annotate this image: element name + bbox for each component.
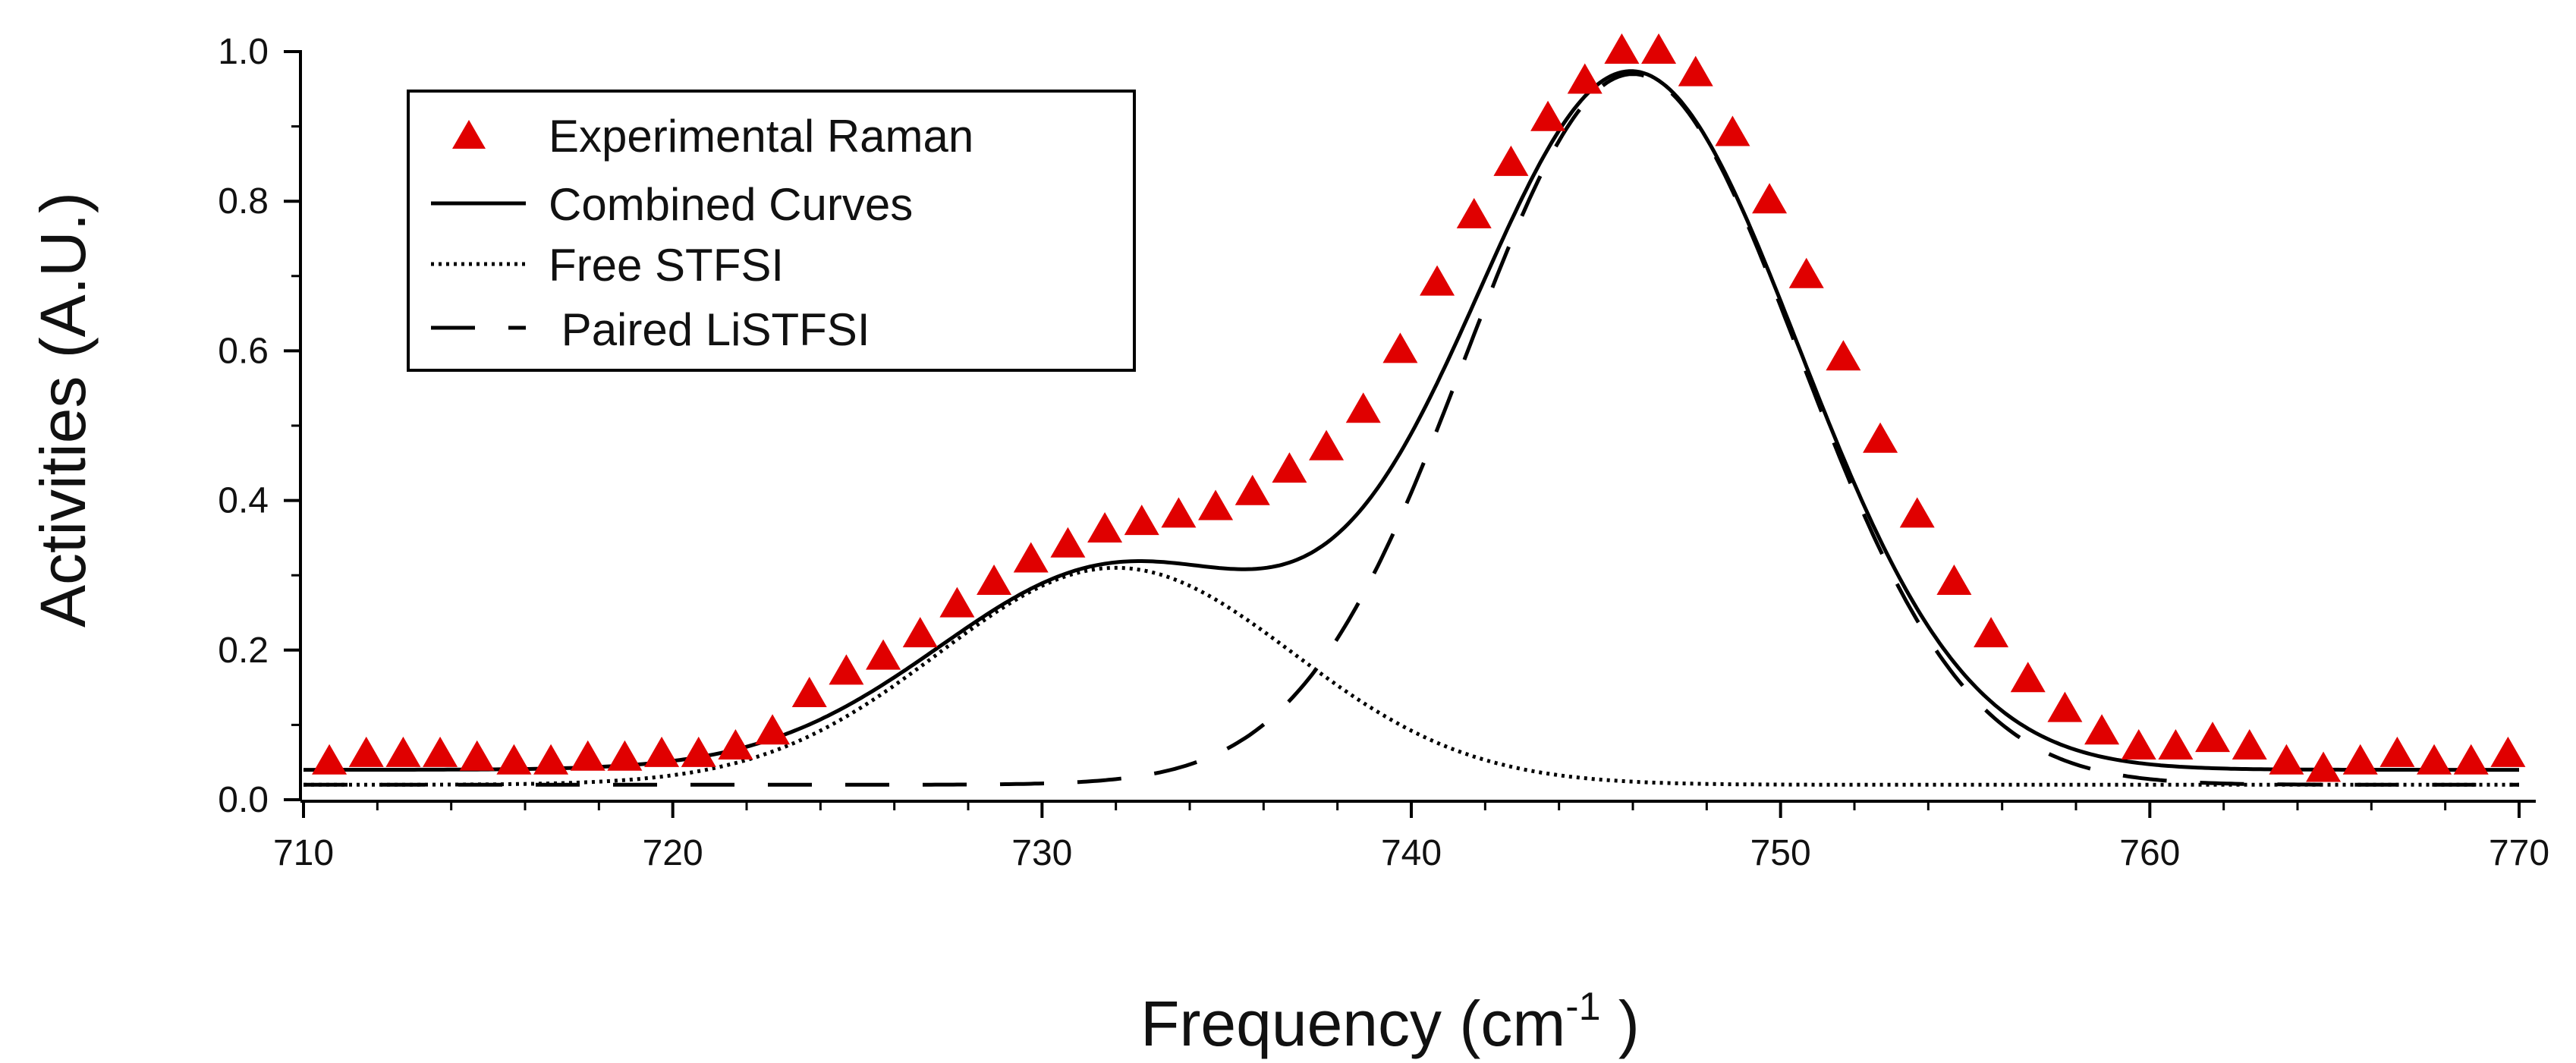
x-tick-label: 740: [1381, 833, 1442, 873]
experimental-point: [1641, 33, 1677, 64]
experimental-point: [533, 744, 569, 775]
experimental-point: [791, 676, 827, 707]
experimental-point: [1420, 265, 1455, 296]
experimental-point: [2195, 722, 2231, 753]
experimental-point: [1272, 452, 1307, 483]
x-axis-title-tail: ): [1601, 988, 1640, 1059]
experimental-point: [1124, 505, 1159, 536]
experimental-point: [2453, 744, 2489, 775]
experimental-point: [1309, 429, 1345, 461]
experimental-point: [2121, 728, 2156, 760]
y-tick-label: 1.0: [218, 32, 269, 72]
experimental-point: [2306, 751, 2342, 782]
experimental-point: [1826, 340, 1861, 371]
experimental-point: [2010, 662, 2046, 693]
x-tick-label: 720: [643, 833, 703, 873]
y-tick-label: 0.6: [218, 331, 269, 371]
experimental-point: [1013, 542, 1049, 573]
experimental-point: [1936, 565, 1972, 596]
experimental-point: [1456, 197, 1492, 228]
experimental-point: [423, 736, 458, 767]
x-tick-label: 750: [1750, 833, 1811, 873]
experimental-point: [348, 736, 384, 767]
experimental-point: [1974, 617, 2009, 648]
paired-listfsi-line: [304, 72, 2519, 787]
x-tick-label: 760: [2119, 833, 2180, 873]
experimental-point: [459, 740, 495, 771]
experimental-point: [570, 740, 605, 771]
x-axis-title-superscript: -1: [1565, 985, 1600, 1029]
legend-marker-experimental-raman: [452, 120, 486, 149]
experimental-point: [1087, 512, 1123, 543]
x-tick-label: 730: [1011, 833, 1072, 873]
legend-box: [407, 90, 1136, 372]
free-stfsi-line: [304, 565, 2519, 787]
experimental-point: [1345, 392, 1381, 423]
legend-label-free-stfsi: Free STFSI: [549, 240, 784, 291]
experimental-point: [1493, 145, 1529, 176]
experimental-point: [977, 565, 1012, 596]
experimental-point: [1198, 489, 1234, 520]
experimental-point: [1678, 55, 1713, 86]
experimental-point: [385, 736, 421, 767]
experimental-point: [2158, 728, 2194, 760]
legend: Experimental Raman Combined Curves Free …: [407, 90, 1136, 372]
experimental-point: [1050, 527, 1086, 558]
y-tick-label: 0.4: [218, 481, 269, 521]
experimental-point: [1161, 497, 1197, 528]
y-tick-label: 0.8: [218, 181, 269, 222]
experimental-point: [1715, 115, 1750, 146]
experimental-point: [2342, 744, 2378, 775]
experimental-point: [1567, 63, 1603, 94]
experimental-point: [2232, 728, 2267, 760]
experimental-point: [902, 617, 938, 648]
experimental-point: [1752, 183, 1788, 214]
experimental-point: [2379, 736, 2415, 767]
experimental-point: [1530, 100, 1566, 131]
y-axis-title: Activities (A.U.): [27, 192, 99, 627]
experimental-point: [1604, 33, 1640, 64]
experimental-point: [2269, 744, 2304, 775]
experimental-point: [681, 736, 716, 767]
experimental-point: [939, 587, 975, 618]
y-tick-label: 0.2: [218, 631, 269, 671]
experimental-point: [2417, 744, 2452, 775]
experimental-point: [866, 639, 901, 670]
experimental-point: [312, 744, 348, 775]
axes: 0.0 0.2 0.4 0.6 0.8 1.0 710 720 730 740 750 760 770: [218, 32, 2549, 873]
experimental-point: [1863, 422, 1898, 453]
experimental-point: [1899, 497, 1935, 528]
x-tick-label: 710: [273, 833, 334, 873]
experimental-point: [718, 728, 753, 760]
experimental-point: [1382, 332, 1418, 363]
experimental-point: [644, 736, 680, 767]
experimental-point: [755, 714, 791, 745]
y-tick-label: 0.0: [218, 780, 269, 820]
x-axis-title-main: Frequency (cm: [1140, 988, 1565, 1059]
experimental-point: [496, 744, 532, 775]
x-axis-title: Frequency (cm-1 ): [1140, 985, 1640, 1059]
x-tick-label: 770: [2489, 833, 2549, 873]
experimental-point: [1788, 257, 1824, 288]
experimental-markers: [312, 33, 2526, 782]
experimental-point: [829, 654, 864, 685]
legend-label-experimental-raman: Experimental Raman: [549, 111, 973, 162]
legend-label-paired-listfsi: Paired LiSTFSI: [549, 304, 870, 355]
experimental-point: [607, 740, 643, 771]
experimental-point: [1235, 474, 1270, 505]
experimental-point: [2490, 736, 2526, 767]
legend-label-combined-curves: Combined Curves: [549, 179, 913, 230]
experimental-point: [2047, 691, 2083, 722]
experimental-point: [2084, 714, 2120, 745]
